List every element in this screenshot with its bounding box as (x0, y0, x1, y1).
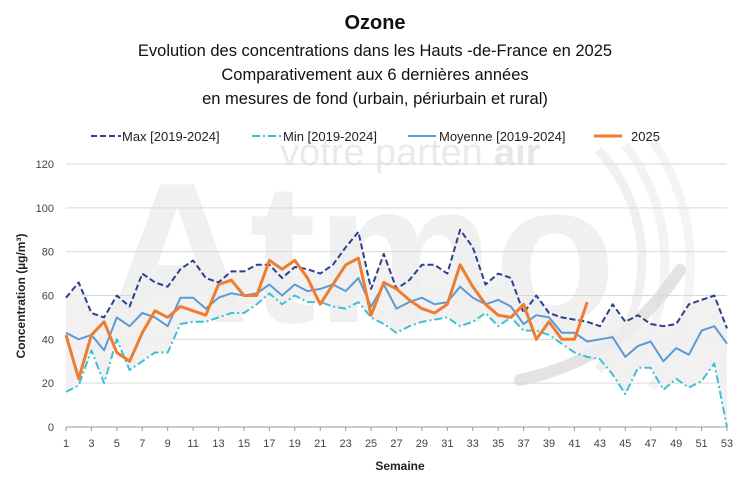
watermark-air: air (494, 132, 541, 174)
chart-title: Ozone (344, 12, 405, 34)
legend-label-max: Max [2019-2024] (122, 129, 220, 144)
x-tick-label: 45 (619, 438, 631, 450)
x-tick-label: 43 (594, 438, 606, 450)
legend-item-max: Max [2019-2024] (91, 129, 220, 144)
x-tick-label: 35 (492, 438, 504, 450)
x-tick-label: 3 (88, 438, 94, 450)
x-tick-label: 39 (543, 438, 555, 450)
chart-subtitle-line-2: Comparativement aux 6 dernières années (221, 66, 528, 84)
legend-label-min: Min [2019-2024] (283, 129, 377, 144)
legend-item-min: Min [2019-2024] (252, 129, 377, 144)
x-tick-label: 11 (187, 438, 198, 450)
legend-item-2025: 2025 (594, 129, 660, 144)
legend-item-mean: Moyenne [2019-2024] (408, 129, 565, 144)
x-axis-title: Semaine (375, 459, 425, 473)
x-tick-label: 49 (670, 438, 682, 450)
y-tick-label: 80 (42, 247, 54, 259)
x-tick-label: 15 (238, 438, 250, 450)
x-tick-label: 33 (467, 438, 479, 450)
watermark-tagline: votre parten (280, 132, 483, 174)
y-axis-title: Concentration (µg/m³) (14, 234, 28, 359)
x-tick-label: 19 (289, 438, 301, 450)
y-tick-label: 120 (36, 159, 54, 171)
x-tick-label: 1 (63, 438, 69, 450)
legend: Max [2019-2024] Min [2019-2024] Moyenne … (91, 129, 660, 144)
x-tick-label: 17 (263, 438, 275, 450)
x-tick-label: 41 (568, 438, 580, 450)
legend-label-2025: 2025 (631, 129, 660, 144)
x-tick-label: 53 (721, 438, 733, 450)
x-tick-label: 9 (165, 438, 171, 450)
chart-subtitle-line-3: en mesures de fond (urbain, périurbain e… (202, 90, 548, 108)
x-tick-label: 29 (416, 438, 428, 450)
legend-label-mean: Moyenne [2019-2024] (439, 129, 565, 144)
x-tick-label: 13 (212, 438, 224, 450)
chart-subtitle-line-1: Evolution des concentrations dans les Ha… (138, 42, 612, 60)
series-line-mean (65, 277, 728, 363)
x-tick-label: 5 (114, 438, 120, 450)
y-tick-label: 0 (48, 422, 54, 434)
x-tick-label: 25 (365, 438, 377, 450)
x-tick-label: 21 (314, 438, 326, 450)
x-tick-label: 23 (340, 438, 352, 450)
x-tick-label: 51 (695, 438, 707, 450)
series-line-2025 (64, 256, 589, 381)
y-tick-label: 60 (42, 291, 54, 303)
x-tick-label: 37 (517, 438, 529, 450)
x-tick-label: 31 (441, 438, 453, 450)
series-line-min (65, 292, 728, 428)
x-tick-label: 27 (390, 438, 402, 450)
y-tick-label: 20 (42, 378, 54, 390)
series-lines (64, 228, 728, 428)
y-tick-label: 40 (42, 334, 54, 346)
y-tick-label: 100 (36, 203, 54, 215)
x-tick-label: 7 (139, 438, 145, 450)
x-tick-label: 47 (645, 438, 657, 450)
